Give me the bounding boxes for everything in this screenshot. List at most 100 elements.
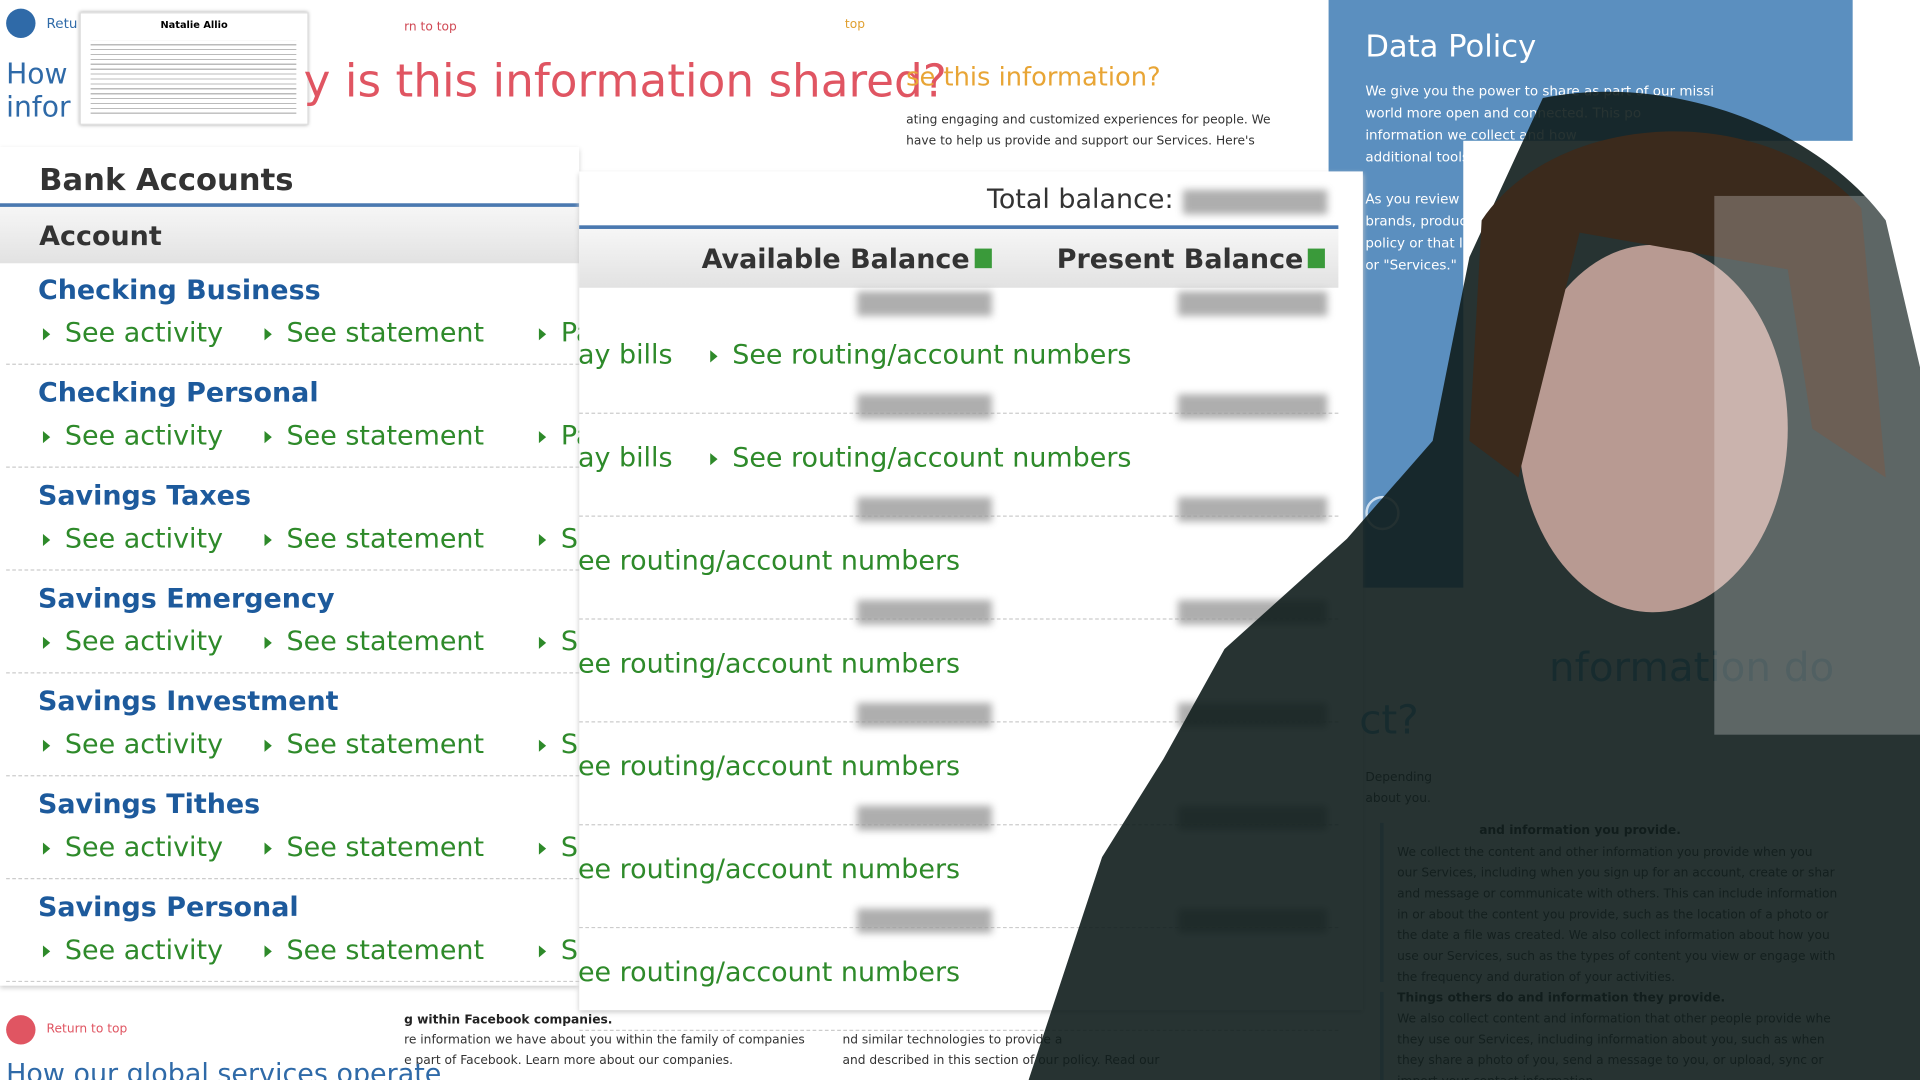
row-divider xyxy=(6,980,580,983)
account-link[interactable]: See activity xyxy=(43,936,263,967)
header-row-right xyxy=(579,228,1339,288)
text-line: nd similar technologies to provide a xyxy=(842,1033,1063,1047)
text-line: ating engaging and customized experience… xyxy=(906,113,1271,128)
column-present: Present Balance xyxy=(1056,244,1304,276)
available-balance xyxy=(857,805,992,831)
account-link[interactable]: S xyxy=(539,627,579,658)
hair xyxy=(1469,131,1886,478)
account-name[interactable]: Checking Personal xyxy=(37,378,319,409)
person-overlay xyxy=(1028,91,1920,1080)
column-account: Account xyxy=(39,221,162,253)
available-balance xyxy=(857,291,992,316)
available-balance xyxy=(857,908,992,934)
account-name[interactable]: Savings Emergency xyxy=(37,584,335,615)
balance-link[interactable]: ee routing/account numbers xyxy=(577,854,961,886)
row-divider xyxy=(6,672,580,674)
account-link[interactable]: S xyxy=(539,730,579,761)
face xyxy=(1518,244,1788,613)
account-link[interactable]: See activity xyxy=(43,421,263,452)
text-line: or "Services." xyxy=(1365,257,1457,274)
return-link[interactable]: Retu xyxy=(46,15,78,32)
account-link[interactable]: See activity xyxy=(43,627,263,658)
balance-link[interactable]: ee routing/account numbers xyxy=(577,751,961,783)
text-line: infor xyxy=(6,91,71,124)
balance-link[interactable]: ay bills xyxy=(577,443,673,474)
account-name[interactable]: Savings Investment xyxy=(37,686,339,718)
header-row xyxy=(0,206,580,264)
available-balance xyxy=(857,702,992,728)
text-line: brands, product xyxy=(1365,213,1473,229)
text-line: have to help us provide and support our … xyxy=(906,134,1255,149)
text-line: As you review o xyxy=(1365,191,1472,207)
bottom-heading: How our global services operate xyxy=(6,1059,442,1080)
row-divider xyxy=(6,569,580,571)
account-link[interactable]: See statements xyxy=(264,936,485,967)
balance-link[interactable]: ee routing/account numbers xyxy=(577,957,961,989)
data-policy-side: As you review o brands, product policy or … xyxy=(1365,189,1475,277)
account-link[interactable]: See activity xyxy=(43,524,263,555)
account-link[interactable]: See activity xyxy=(43,833,263,864)
fb-body: re information we have about you within … xyxy=(404,1030,805,1072)
balance-link[interactable]: See routing/account numbers xyxy=(710,443,1131,474)
account-link[interactable]: See statements xyxy=(264,627,485,658)
account-link[interactable]: See statements xyxy=(264,524,485,555)
available-balance xyxy=(857,497,992,522)
row-divider xyxy=(579,1029,1339,1032)
available-balance xyxy=(857,600,992,625)
account-link[interactable]: S xyxy=(539,936,579,967)
present-balance xyxy=(1177,291,1328,316)
use-heading: se this information? xyxy=(906,62,1161,92)
account-name[interactable]: Savings Personal xyxy=(37,892,299,924)
row-divider xyxy=(6,363,580,365)
left-heading: How infor xyxy=(6,59,70,125)
shared-heading: y is this information shared? xyxy=(303,55,947,108)
total-value xyxy=(1182,189,1328,215)
account-link[interactable]: See statements xyxy=(264,421,485,452)
account-name[interactable]: Checking Business xyxy=(37,275,321,307)
row-divider xyxy=(6,775,580,777)
account-link[interactable]: See activity xyxy=(43,730,263,761)
return-top-link[interactable]: rn to top xyxy=(404,20,457,35)
account-link[interactable]: See statements xyxy=(264,833,485,864)
balance-link[interactable]: ay bills xyxy=(577,340,673,372)
row-divider xyxy=(6,877,580,880)
balance-link[interactable]: ee routing/account numbers xyxy=(577,546,961,577)
account-name[interactable]: Savings Tithes xyxy=(37,789,261,821)
help-icon[interactable] xyxy=(1307,248,1325,269)
account-name[interactable]: Savings Taxes xyxy=(37,481,251,512)
present-balance xyxy=(1177,394,1328,419)
account-link[interactable]: Pa xyxy=(539,318,579,349)
return-icon[interactable] xyxy=(6,1015,36,1045)
help-icon[interactable] xyxy=(974,248,992,269)
return-to-top[interactable]: Return to top xyxy=(46,1022,128,1036)
data-policy-title: Data Policy xyxy=(1365,28,1537,64)
available-balance xyxy=(857,394,992,419)
glare xyxy=(1714,195,1920,735)
bank-title: Bank Accounts xyxy=(39,161,294,198)
text-line: How xyxy=(6,58,68,91)
resume-name: Natalie Allio xyxy=(160,19,228,31)
resume-lines xyxy=(90,40,297,114)
account-link[interactable]: See statements xyxy=(264,318,485,349)
account-link[interactable]: S xyxy=(539,524,579,555)
account-link[interactable]: Pa xyxy=(539,421,579,452)
use-body: ating engaging and customized experience… xyxy=(906,110,1270,152)
balance-link[interactable]: ee routing/account numbers xyxy=(577,648,961,680)
account-link[interactable]: See statements xyxy=(264,730,485,761)
top-link[interactable]: top xyxy=(844,18,865,32)
present-balance xyxy=(1177,497,1328,522)
account-link[interactable]: See activity xyxy=(43,318,263,349)
text-line: additional tools a xyxy=(1365,149,1482,166)
header-rule-right xyxy=(579,225,1339,229)
account-link[interactable]: S xyxy=(539,833,579,864)
row-divider xyxy=(6,466,580,468)
balance-link[interactable]: See routing/account numbers xyxy=(710,340,1131,371)
total-label: Total balance: xyxy=(986,184,1174,216)
header-rule xyxy=(0,203,580,207)
resume-thumbnail: Natalie Allio xyxy=(79,12,309,125)
return-icon[interactable] xyxy=(6,8,36,38)
text-line: e part of Facebook. Learn more about our… xyxy=(404,1054,734,1068)
column-available: Available Balance xyxy=(701,244,970,276)
